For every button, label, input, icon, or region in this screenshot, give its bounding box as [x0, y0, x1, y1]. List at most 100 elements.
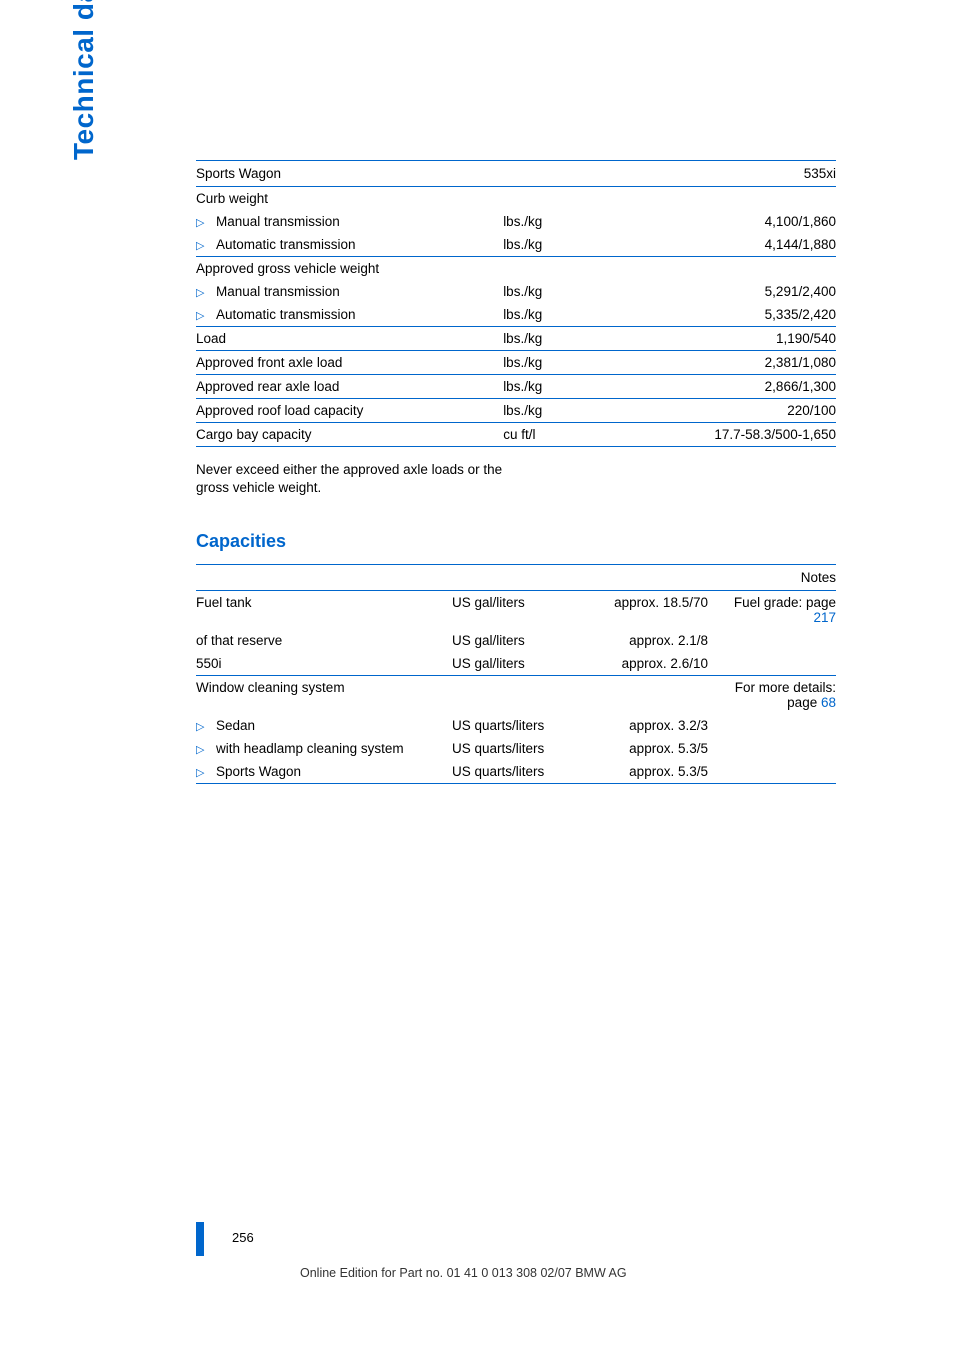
row-unit: US gal/liters — [452, 629, 593, 652]
row-note — [708, 629, 836, 652]
row-label: ▷Manual transmission — [196, 210, 503, 233]
page-link[interactable]: 217 — [813, 610, 836, 625]
cap-hdr-blank1 — [196, 565, 452, 591]
row-label: ▷Automatic transmission — [196, 233, 503, 257]
weights-header-left: Sports Wagon — [196, 161, 503, 187]
table-row: Approved roof load capacitylbs./kg220/10… — [196, 399, 836, 423]
row-amount: approx. 5.3/5 — [593, 737, 708, 760]
row-value: 1,190/540 — [644, 327, 836, 351]
table-row: Approved gross vehicle weight — [196, 257, 836, 281]
triangle-icon: ▷ — [196, 720, 210, 733]
table-row: 550iUS gal/litersapprox. 2.6/10 — [196, 652, 836, 676]
row-unit: US quarts/liters — [452, 760, 593, 784]
table-row: ▷SedanUS quarts/litersapprox. 3.2/3 — [196, 714, 836, 737]
row-label: Load — [196, 327, 503, 351]
triangle-icon: ▷ — [196, 216, 210, 229]
triangle-icon: ▷ — [196, 743, 210, 756]
side-tab-label: Technical data — [68, 0, 100, 160]
table-row: ▷Manual transmissionlbs./kg5,291/2,400 — [196, 280, 836, 303]
table-row: ▷Sports WagonUS quarts/litersapprox. 5.3… — [196, 760, 836, 784]
row-label: ▷Manual transmission — [196, 280, 503, 303]
axle-load-note: Never exceed either the approved axle lo… — [196, 461, 526, 497]
row-value: 220/100 — [644, 399, 836, 423]
row-unit: US gal/liters — [452, 652, 593, 676]
row-value: 4,100/1,860 — [644, 210, 836, 233]
row-label: ▷Sedan — [196, 714, 452, 737]
row-value: 2,866/1,300 — [644, 375, 836, 399]
row-label-text: Manual transmission — [210, 284, 340, 299]
row-label: ▷Sports Wagon — [196, 760, 452, 784]
table-row: ▷Automatic transmissionlbs./kg4,144/1,88… — [196, 233, 836, 257]
note-text: Fuel grade: page — [734, 595, 836, 610]
capacities-table-header: Notes — [196, 565, 836, 591]
row-value: 5,335/2,420 — [644, 303, 836, 327]
row-unit — [452, 676, 593, 715]
footer-text: Online Edition for Part no. 01 41 0 013 … — [300, 1266, 627, 1280]
row-value — [644, 257, 836, 281]
row-label: Fuel tank — [196, 591, 452, 630]
weights-table: Sports Wagon 535xi Curb weight▷Manual tr… — [196, 160, 836, 447]
triangle-icon: ▷ — [196, 239, 210, 252]
row-label-text: Automatic transmission — [210, 307, 356, 322]
table-row: Approved rear axle loadlbs./kg2,866/1,30… — [196, 375, 836, 399]
row-note — [708, 760, 836, 784]
weights-header-right: 535xi — [644, 161, 836, 187]
row-unit: US gal/liters — [452, 591, 593, 630]
row-note: For more details: page 68 — [708, 676, 836, 715]
row-value: 4,144/1,880 — [644, 233, 836, 257]
row-unit: lbs./kg — [503, 375, 644, 399]
table-row: Curb weight — [196, 187, 836, 211]
table-row: ▷Automatic transmissionlbs./kg5,335/2,42… — [196, 303, 836, 327]
row-amount: approx. 5.3/5 — [593, 760, 708, 784]
row-value: 17.7-58.3/500-1,650 — [644, 423, 836, 447]
row-value: 2,381/1,080 — [644, 351, 836, 375]
capacities-table: Notes Fuel tankUS gal/litersapprox. 18.5… — [196, 564, 836, 784]
row-unit: lbs./kg — [503, 280, 644, 303]
page-link[interactable]: 68 — [821, 695, 836, 710]
table-row: Cargo bay capacitycu ft/l17.7-58.3/500-1… — [196, 423, 836, 447]
row-unit — [503, 257, 644, 281]
row-value: 5,291/2,400 — [644, 280, 836, 303]
weights-table-header: Sports Wagon 535xi — [196, 161, 836, 187]
table-row: Window cleaning system For more details: … — [196, 676, 836, 715]
row-note — [708, 714, 836, 737]
row-unit: US quarts/liters — [452, 737, 593, 760]
row-label: ▷with headlamp cleaning system — [196, 737, 452, 760]
row-note — [708, 737, 836, 760]
table-row: ▷with headlamp cleaning systemUS quarts/… — [196, 737, 836, 760]
row-unit: cu ft/l — [503, 423, 644, 447]
row-label: ▷Automatic transmission — [196, 303, 503, 327]
capacities-heading: Capacities — [196, 531, 836, 552]
row-unit: lbs./kg — [503, 399, 644, 423]
row-label-text: with headlamp cleaning system — [210, 741, 404, 756]
triangle-icon: ▷ — [196, 286, 210, 299]
main-content: Sports Wagon 535xi Curb weight▷Manual tr… — [196, 160, 836, 784]
row-amount: approx. 18.5/70 — [593, 591, 708, 630]
page-number: 256 — [232, 1230, 254, 1245]
table-row: ▷Manual transmissionlbs./kg4,100/1,860 — [196, 210, 836, 233]
row-note — [708, 652, 836, 676]
row-label-text: Automatic transmission — [210, 237, 356, 252]
row-label-text: Sports Wagon — [210, 764, 301, 779]
row-label: of that reserve — [196, 629, 452, 652]
row-label: Window cleaning system — [196, 676, 452, 715]
cap-hdr-blank3 — [593, 565, 708, 591]
weights-header-spacer — [503, 161, 644, 187]
row-unit: lbs./kg — [503, 303, 644, 327]
table-row: of that reserveUS gal/litersapprox. 2.1/… — [196, 629, 836, 652]
row-label: Approved front axle load — [196, 351, 503, 375]
row-label-text: Manual transmission — [210, 214, 340, 229]
row-label-text: Sedan — [210, 718, 255, 733]
cap-hdr-notes: Notes — [708, 565, 836, 591]
row-amount: approx. 3.2/3 — [593, 714, 708, 737]
table-row: Fuel tankUS gal/litersapprox. 18.5/70 Fue… — [196, 591, 836, 630]
row-value — [644, 187, 836, 211]
row-unit — [503, 187, 644, 211]
cap-hdr-blank2 — [452, 565, 593, 591]
row-label: Approved gross vehicle weight — [196, 257, 503, 281]
row-unit: lbs./kg — [503, 210, 644, 233]
footer-accent-bar — [196, 1222, 204, 1256]
triangle-icon: ▷ — [196, 309, 210, 322]
row-label: 550i — [196, 652, 452, 676]
triangle-icon: ▷ — [196, 766, 210, 779]
